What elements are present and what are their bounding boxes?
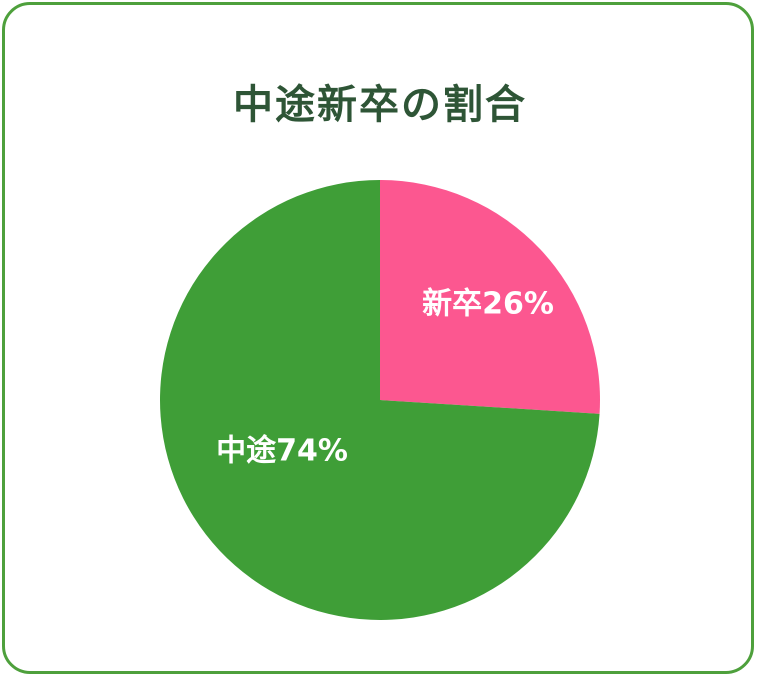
pie-slice-shinsotsu	[380, 180, 600, 414]
slice-label: 中途74%	[216, 434, 348, 469]
pie-slice-chuto	[159, 180, 600, 620]
slice-label: 新卒26%	[422, 287, 554, 322]
chart-title: 中途新卒の割合	[233, 82, 527, 128]
